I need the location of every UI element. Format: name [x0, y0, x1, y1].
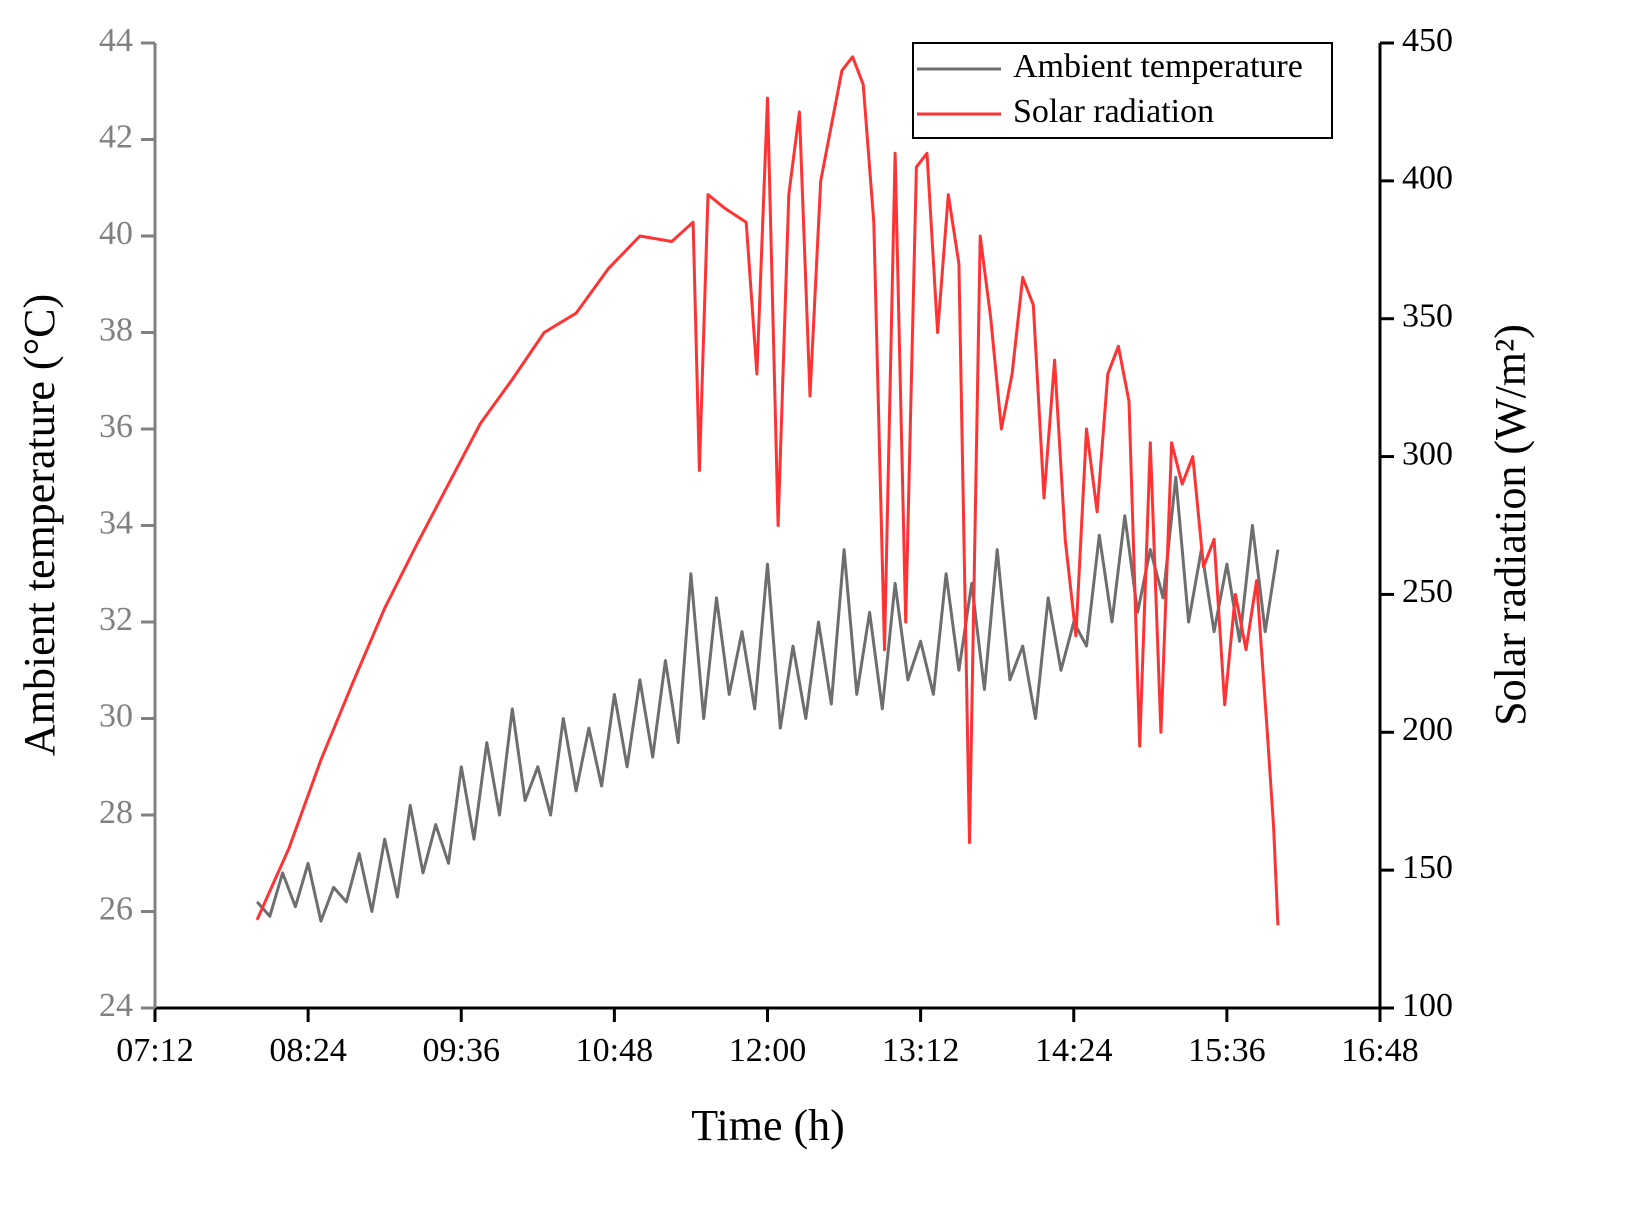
legend-label: Ambient temperature: [1013, 48, 1303, 85]
x-tick-label: 12:00: [729, 1032, 806, 1069]
y-tick-label: 40: [99, 215, 133, 252]
legend-box: [912, 42, 1333, 139]
legend-label: Solar radiation: [1013, 93, 1214, 130]
y-tick-label: 44: [99, 22, 133, 59]
y2-tick-label: 450: [1402, 22, 1453, 59]
x-tick-label: 14:24: [1035, 1032, 1112, 1069]
x-axis-label: Time (h): [691, 1101, 845, 1150]
x-tick-label: 13:12: [882, 1032, 959, 1069]
x-tick-label: 08:24: [269, 1032, 346, 1069]
y-tick-label: 32: [99, 601, 133, 638]
y2-tick-label: 250: [1402, 573, 1453, 610]
x-tick-label: 10:48: [576, 1032, 653, 1069]
y-tick-label: 24: [99, 987, 133, 1024]
x-tick-label: 09:36: [423, 1032, 500, 1069]
y2-tick-label: 200: [1402, 711, 1453, 748]
data-line: [255, 55, 1280, 926]
y2-tick-label: 150: [1402, 849, 1453, 886]
y-tick-label: 38: [99, 311, 133, 348]
y2-tick-label: 350: [1402, 298, 1453, 335]
y-tick-label: 28: [99, 794, 133, 831]
y-axis-label: Ambient temperature (°C): [15, 294, 64, 756]
y-tick-label: 36: [99, 408, 133, 445]
x-tick-label: 07:12: [116, 1032, 193, 1069]
x-tick-label: 16:48: [1341, 1032, 1418, 1069]
y-tick-label: 30: [99, 697, 133, 734]
y2-tick-label: 100: [1402, 987, 1453, 1024]
y2-axis-label: Solar radiation (W/m²): [1486, 324, 1535, 726]
x-tick-label: 15:36: [1188, 1032, 1265, 1069]
data-line: [255, 475, 1280, 923]
y2-tick-label: 300: [1402, 435, 1453, 472]
y-tick-label: 26: [99, 890, 133, 927]
y-tick-label: 34: [99, 504, 133, 541]
y-tick-label: 42: [99, 118, 133, 155]
y2-tick-label: 400: [1402, 160, 1453, 197]
